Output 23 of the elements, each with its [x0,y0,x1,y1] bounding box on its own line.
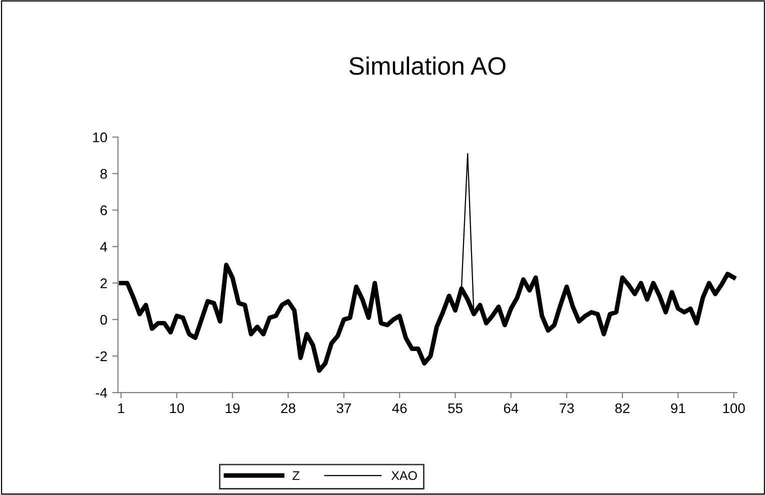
x-tick-label: 100 [723,403,745,414]
x-tick-label: 19 [226,403,240,414]
y-tick-label: 2 [100,278,107,288]
y-tick-label: 4 [100,242,108,252]
y-tick-label: 0 [100,314,108,325]
x-tick-label: 28 [281,403,296,414]
legend-label: Z [292,471,300,480]
x-tick-label: 10 [170,403,184,414]
x-tick-label: 55 [448,403,462,414]
y-tick-label: 10 [93,132,108,142]
x-tick-label: 91 [671,403,686,414]
x-tick-label: 73 [560,403,574,414]
legend-label: XAO [391,471,417,480]
chart-title: Simulation AO [349,56,506,75]
x-tick-label: 64 [504,403,518,414]
y-tick-label: 6 [100,205,107,216]
x-tick-label: 46 [392,403,407,414]
x-tick-label: 37 [336,403,351,414]
x-tick-label: 82 [615,403,630,414]
x-tick-label: 1 [118,403,124,414]
y-tick-label: 8 [100,168,107,179]
y-tick-label: -4 [96,388,108,398]
y-tick-label: -2 [96,351,107,362]
